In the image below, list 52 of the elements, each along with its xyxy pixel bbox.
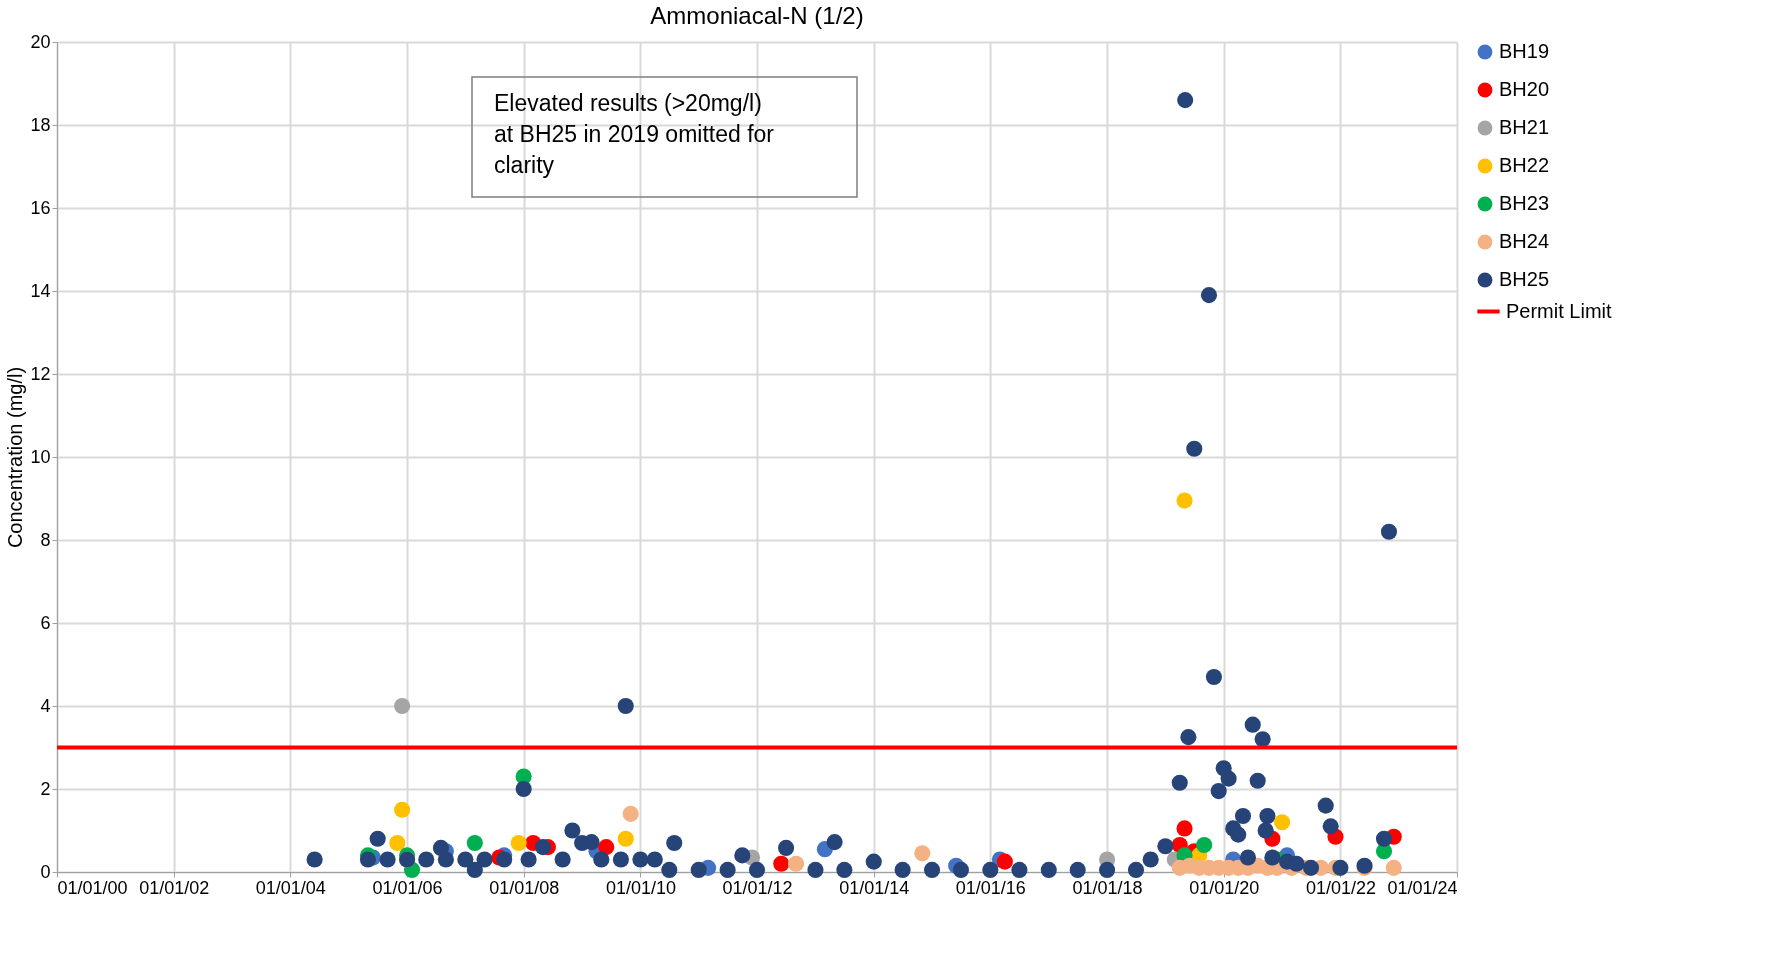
x-tick-label: 01/01/10 bbox=[605, 877, 676, 898]
legend-label: BH22 bbox=[1499, 154, 1550, 176]
x-tick-label: 01/01/06 bbox=[372, 877, 443, 898]
x-tick-label: 01/01/18 bbox=[1072, 877, 1143, 898]
x-tick-label: 01/01/08 bbox=[489, 877, 560, 898]
y-tick-label: 4 bbox=[40, 695, 51, 716]
y-tick-label: 18 bbox=[30, 114, 51, 135]
y-tick-label: 2 bbox=[40, 778, 51, 799]
legend-label: BH21 bbox=[1499, 116, 1550, 138]
point bbox=[1274, 814, 1291, 831]
point bbox=[787, 855, 805, 872]
point bbox=[1385, 859, 1402, 876]
y-tick-label: 10 bbox=[30, 446, 51, 467]
legend-label: BH25 bbox=[1499, 268, 1550, 290]
y-tick-label: 12 bbox=[30, 363, 51, 384]
y-tick-label: 14 bbox=[30, 280, 51, 301]
point bbox=[773, 855, 790, 872]
x-tick-label: 01/01/24 bbox=[1387, 877, 1458, 898]
point bbox=[394, 801, 411, 818]
x-tick-label: 01/01/22 bbox=[1305, 877, 1376, 898]
x-tick-label: 01/01/12 bbox=[722, 877, 793, 898]
y-tick-label: 0 bbox=[40, 861, 51, 882]
x-tick-label: 01/01/04 bbox=[255, 877, 326, 898]
y-tick-label: 8 bbox=[40, 529, 51, 550]
legend-label: BH19 bbox=[1499, 40, 1550, 62]
legend-label: BH24 bbox=[1499, 230, 1550, 252]
legend-label: Permit Limit bbox=[1506, 299, 1613, 322]
annotation: Elevated results (>20mg/l) at BH25 in 2019 omitted for clarity bbox=[494, 90, 775, 178]
y-tick-label: 16 bbox=[30, 197, 51, 218]
point bbox=[1176, 820, 1193, 837]
point bbox=[617, 830, 634, 847]
x-tick-label: 01/01/20 bbox=[1189, 877, 1260, 898]
point bbox=[1176, 492, 1193, 509]
point bbox=[394, 697, 411, 715]
y-tick-label: 6 bbox=[40, 612, 51, 633]
legend-label: BH23 bbox=[1499, 192, 1550, 214]
point bbox=[622, 805, 639, 822]
x-tick-label: 01/01/14 bbox=[839, 877, 910, 898]
point bbox=[466, 834, 483, 851]
y-axis-title: Concentration (mg/l) bbox=[4, 366, 27, 549]
point bbox=[1196, 836, 1213, 854]
point bbox=[996, 853, 1013, 870]
chart-title: Ammoniacal-N (1/2) bbox=[650, 2, 864, 29]
point bbox=[914, 845, 931, 862]
x-tick-label: 01/01/02 bbox=[139, 877, 210, 898]
legend-label: BH20 bbox=[1499, 78, 1550, 100]
x-tick-label: 01/01/16 bbox=[955, 877, 1026, 898]
y-tick-label: 20 bbox=[30, 31, 51, 52]
x-tick-label: 01/01/00 bbox=[57, 877, 128, 898]
point bbox=[598, 839, 615, 856]
point bbox=[510, 834, 527, 851]
point bbox=[389, 834, 406, 851]
